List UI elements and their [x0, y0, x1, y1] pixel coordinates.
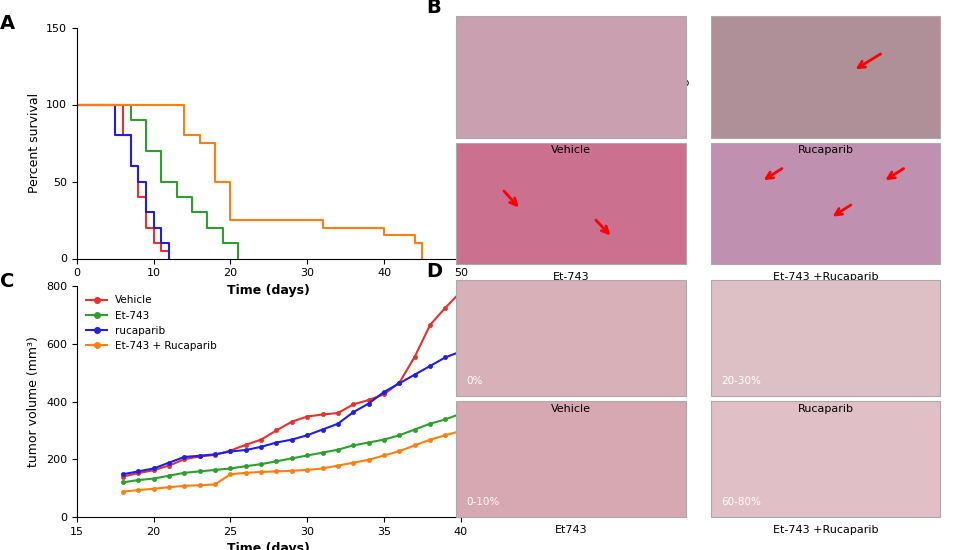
- Text: 20-30%: 20-30%: [721, 376, 760, 386]
- Text: Et-743: Et-743: [553, 272, 589, 282]
- Bar: [456, 143, 685, 264]
- Bar: [710, 16, 941, 138]
- Text: Rucaparib: Rucaparib: [798, 145, 853, 156]
- Text: A: A: [0, 14, 15, 32]
- Bar: [710, 143, 941, 264]
- Text: 0-10%: 0-10%: [467, 497, 499, 507]
- Text: D: D: [426, 262, 443, 281]
- Text: Et-743 +Rucaparib: Et-743 +Rucaparib: [773, 272, 878, 282]
- Y-axis label: tumor volume (mm³): tumor volume (mm³): [28, 336, 40, 467]
- Text: C: C: [0, 272, 14, 291]
- Text: Vehicle: Vehicle: [551, 404, 591, 414]
- Legend: Vehicle, Et-743, rucaparib, Et-743 + Rucaparib: Vehicle, Et-743, rucaparib, Et-743 + Ruc…: [82, 291, 221, 355]
- Text: 0%: 0%: [467, 376, 483, 386]
- Text: Rucaparib: Rucaparib: [798, 404, 853, 414]
- Text: Vehicle: Vehicle: [551, 145, 591, 156]
- Text: Et-743 +Rucaparib: Et-743 +Rucaparib: [773, 525, 878, 535]
- X-axis label: Time (days): Time (days): [228, 542, 310, 550]
- Text: 60-80%: 60-80%: [721, 497, 760, 507]
- Bar: [456, 16, 685, 138]
- Text: B: B: [426, 0, 441, 16]
- Y-axis label: Percent survival: Percent survival: [28, 93, 40, 193]
- Bar: [456, 279, 685, 396]
- Bar: [710, 279, 941, 396]
- Legend: Vehicle, Et-743, Rucaparib, Et-743+Rucaparib: Vehicle, Et-743, Rucaparib, Et-743+Rucap…: [561, 28, 694, 92]
- Text: Et743: Et743: [555, 525, 588, 535]
- Bar: [456, 401, 685, 518]
- X-axis label: Time (days): Time (days): [228, 284, 310, 297]
- Bar: [710, 401, 941, 518]
